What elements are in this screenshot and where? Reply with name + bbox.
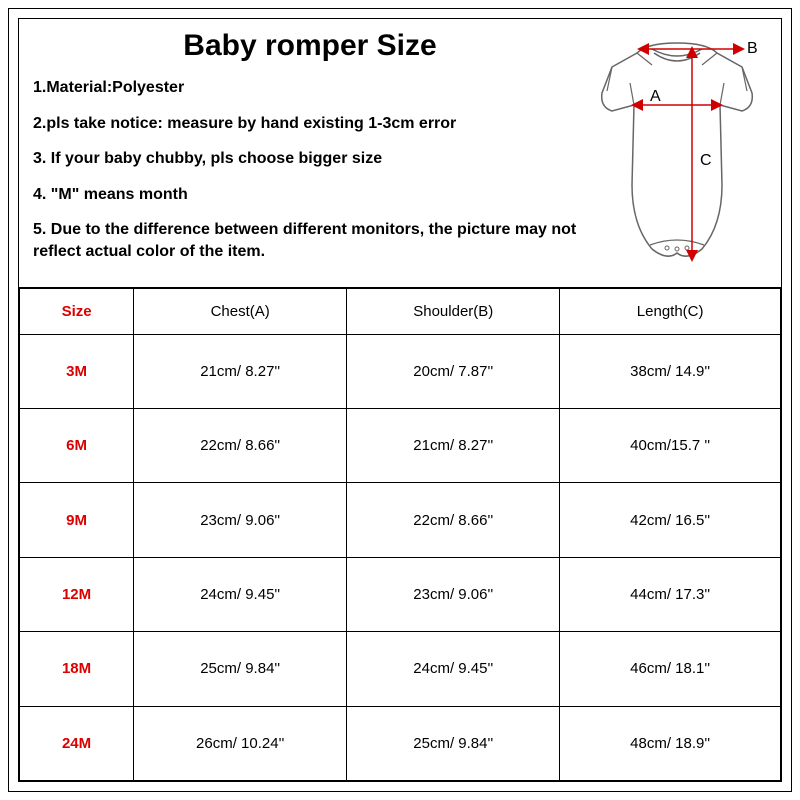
size-table: Size Chest(A) Shoulder(B) Length(C) 3M 2…: [19, 288, 781, 781]
cell: 21cm/ 8.27'': [347, 408, 560, 482]
cell: 40cm/15.7 '': [560, 408, 781, 482]
note-line: 2.pls take notice: measure by hand exist…: [33, 113, 587, 135]
cell: 20cm/ 7.87'': [347, 334, 560, 408]
cell-size: 9M: [20, 483, 134, 557]
col-shoulder: Shoulder(B): [347, 288, 560, 334]
diagram-area: B A C: [587, 29, 767, 277]
col-size: Size: [20, 288, 134, 334]
table-row: 12M 24cm/ 9.45'' 23cm/ 9.06'' 44cm/ 17.3…: [20, 557, 781, 631]
cell: 23cm/ 9.06'': [134, 483, 347, 557]
table-row: 3M 21cm/ 8.27'' 20cm/ 7.87'' 38cm/ 14.9'…: [20, 334, 781, 408]
cell-size: 6M: [20, 408, 134, 482]
cell: 42cm/ 16.5'': [560, 483, 781, 557]
page-title: Baby romper Size: [33, 29, 587, 63]
table-row: 6M 22cm/ 8.66'' 21cm/ 8.27'' 40cm/15.7 '…: [20, 408, 781, 482]
diagram-label-a: A: [650, 88, 661, 105]
cell: 22cm/ 8.66'': [347, 483, 560, 557]
cell: 44cm/ 17.3'': [560, 557, 781, 631]
cell: 25cm/ 9.84'': [347, 706, 560, 780]
cell: 24cm/ 9.45'': [134, 557, 347, 631]
col-length: Length(C): [560, 288, 781, 334]
note-line: 5. Due to the difference between differe…: [33, 219, 587, 262]
table-row: 9M 23cm/ 9.06'' 22cm/ 8.66'' 42cm/ 16.5'…: [20, 483, 781, 557]
cell-size: 12M: [20, 557, 134, 631]
cell: 24cm/ 9.45'': [347, 632, 560, 706]
cell-size: 3M: [20, 334, 134, 408]
cell: 23cm/ 9.06'': [347, 557, 560, 631]
cell: 26cm/ 10.24'': [134, 706, 347, 780]
cell: 22cm/ 8.66'': [134, 408, 347, 482]
cell: 25cm/ 9.84'': [134, 632, 347, 706]
note-line: 1.Material:Polyester: [33, 77, 587, 99]
table-row: 18M 25cm/ 9.84'' 24cm/ 9.45'' 46cm/ 18.1…: [20, 632, 781, 706]
cell: 46cm/ 18.1'': [560, 632, 781, 706]
table-row: 24M 26cm/ 10.24'' 25cm/ 9.84'' 48cm/ 18.…: [20, 706, 781, 780]
header-area: Baby romper Size 1.Material:Polyester 2.…: [19, 19, 781, 288]
cell: 48cm/ 18.9'': [560, 706, 781, 780]
table-body: 3M 21cm/ 8.27'' 20cm/ 7.87'' 38cm/ 14.9'…: [20, 334, 781, 780]
diagram-label-b: B: [747, 40, 758, 57]
note-line: 4. "M" means month: [33, 184, 587, 206]
notes-area: Baby romper Size 1.Material:Polyester 2.…: [33, 29, 587, 277]
romper-diagram: B A C: [592, 35, 762, 275]
cell: 21cm/ 8.27'': [134, 334, 347, 408]
cell-size: 18M: [20, 632, 134, 706]
table-header-row: Size Chest(A) Shoulder(B) Length(C): [20, 288, 781, 334]
diagram-label-c: C: [700, 152, 712, 169]
cell: 38cm/ 14.9'': [560, 334, 781, 408]
cell-size: 24M: [20, 706, 134, 780]
notes-list: 1.Material:Polyester 2.pls take notice: …: [33, 77, 587, 263]
note-line: 3. If your baby chubby, pls choose bigge…: [33, 148, 587, 170]
col-chest: Chest(A): [134, 288, 347, 334]
content-frame: Baby romper Size 1.Material:Polyester 2.…: [18, 18, 782, 782]
